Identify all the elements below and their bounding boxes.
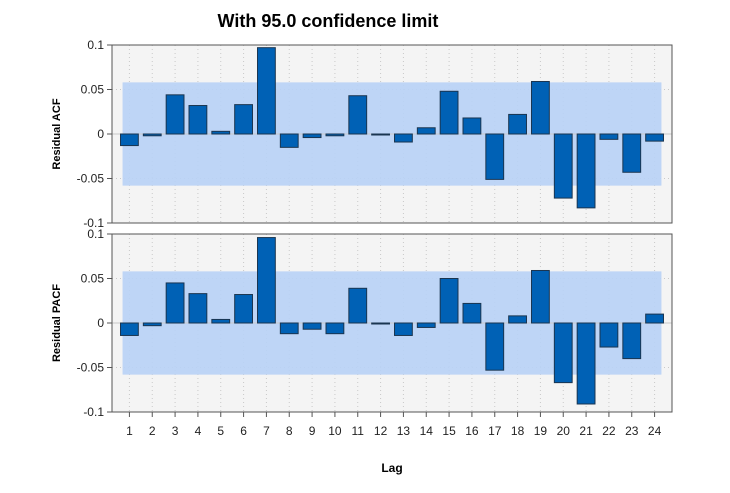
x-tick-label: 9 [309,424,316,438]
x-tick-label: 12 [374,424,388,438]
bar-lag-12 [371,133,390,136]
x-tick-label: 24 [648,424,662,438]
y-tick-label: 0 [97,316,104,330]
bar-lag-19 [531,269,550,324]
bar-lag-4 [188,105,208,135]
bar-lag-3 [165,94,185,135]
x-tick-label: 10 [328,424,342,438]
bar-lag-1 [120,322,139,336]
bar-lag-8 [279,322,299,335]
y-axis-label: Residual ACF [51,98,63,169]
residual-pacf-panel: 0.1 0.05 0 -0.05 -0.1 Residual PACF [51,227,673,419]
bar-lag-21 [576,322,596,405]
x-tick-label: 18 [511,424,525,438]
y-tick-label: 0.05 [81,83,105,97]
bar-lag-14 [416,322,436,328]
bar-lag-22 [599,322,619,348]
x-tick-label: 5 [217,424,224,438]
residual-acf-panel: 0.1 0.05 0 -0.05 -0.1 Residual ACF [51,38,673,230]
y-tick-label: 0.05 [81,272,105,286]
bar-lag-20 [553,133,573,199]
chart-title: With 95.0 confidence limit [218,11,439,31]
x-tick-label: 21 [579,424,593,438]
x-tick-label: 2 [149,424,156,438]
bar-lag-22 [599,133,619,140]
bar-lag-10 [325,322,345,335]
x-tick-label: 1 [126,424,133,438]
bar-lag-7 [257,47,276,135]
bar-lag-15 [439,278,459,324]
y-tick-label: 0.1 [87,227,104,241]
bar-lag-2 [142,133,162,137]
bar-lag-13 [394,133,413,143]
bar-lag-16 [462,117,482,135]
x-tick-label: 15 [442,424,456,438]
bar-lag-15 [439,90,459,135]
bar-lag-21 [576,133,596,209]
x-tick-label: 17 [488,424,502,438]
x-tick-label: 23 [625,424,639,438]
bar-lag-23 [622,322,642,360]
bar-lag-9 [302,133,322,139]
y-tick-label: 0 [97,127,104,141]
x-tick-label: 7 [263,424,270,438]
x-tick-label: 6 [240,424,247,438]
bar-lag-11 [348,287,368,324]
bar-lag-6 [234,294,253,324]
x-axis-label: Lag [381,461,402,475]
y-tick-label: -0.05 [77,361,105,375]
bar-lag-6 [234,104,253,135]
bar-lag-4 [188,293,208,324]
x-tick-label: 4 [195,424,202,438]
bar-lag-24 [645,133,664,142]
x-tick-label: 16 [465,424,479,438]
bar-lag-12 [371,322,390,325]
bar-lag-24 [645,313,664,324]
x-tick-label: 13 [397,424,411,438]
bar-lag-23 [622,133,642,173]
bar-lag-7 [257,237,276,324]
x-tick-label: 8 [286,424,293,438]
y-tick-label: 0.1 [87,38,104,52]
x-axis-ticks: 1 2 3 4 5 6 7 8 9 10 11 12 13 14 15 16 17 18 19 20 21 22 23 24 [126,412,662,438]
bar-lag-5 [211,130,231,135]
bar-lag-1 [120,133,139,147]
bar-lag-17 [485,322,505,371]
bar-lag-10 [325,133,345,137]
bar-lag-14 [416,127,436,135]
x-tick-label: 11 [352,424,365,438]
bar-lag-18 [508,315,527,324]
bar-lag-16 [462,302,482,324]
bar-lag-17 [485,133,505,180]
bar-lag-20 [553,322,573,384]
y-tick-label: -0.05 [77,172,105,186]
x-tick-label: 20 [557,424,571,438]
y-tick-label: -0.1 [83,216,104,230]
x-tick-label: 14 [420,424,434,438]
bar-lag-8 [279,133,299,148]
x-tick-label: 3 [172,424,179,438]
y-tick-label: -0.1 [83,405,104,419]
bar-lag-3 [165,282,185,324]
bar-lag-5 [211,318,231,324]
bar-lag-9 [302,322,322,330]
bar-lag-19 [531,80,550,135]
x-tick-label: 19 [534,424,548,438]
y-axis-label: Residual PACF [51,284,63,362]
bar-lag-11 [348,95,368,135]
bar-lag-2 [142,322,162,327]
x-tick-label: 22 [602,424,616,438]
bar-lag-13 [394,322,413,336]
bar-lag-18 [508,113,527,135]
